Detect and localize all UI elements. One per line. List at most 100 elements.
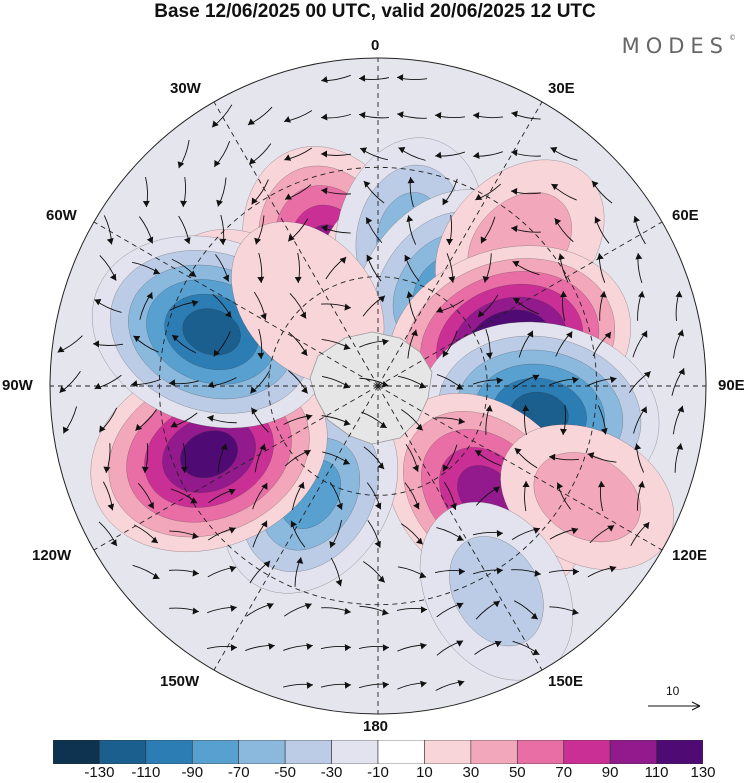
wind-vector xyxy=(92,340,124,348)
wind-vector xyxy=(257,328,265,359)
wind-vector xyxy=(474,450,502,467)
wind-vector xyxy=(291,481,305,511)
wind-vector xyxy=(558,253,569,283)
wind-vector xyxy=(436,374,464,390)
wind-vector xyxy=(599,291,607,321)
wind-vector xyxy=(366,254,382,282)
wind-vector xyxy=(442,330,458,358)
wind-vector xyxy=(170,488,198,504)
wind-vector xyxy=(249,560,271,584)
wind-vector xyxy=(283,413,313,425)
colorbar-swatch xyxy=(331,740,379,764)
wind-vector xyxy=(637,481,645,511)
wind-vector xyxy=(635,253,643,284)
wind-vector xyxy=(362,561,386,583)
wind-vector xyxy=(436,640,464,656)
wind-vector xyxy=(435,417,466,425)
wind-vector xyxy=(510,149,541,157)
wind-vector xyxy=(398,147,426,161)
wind-vector xyxy=(485,329,493,359)
wind-vector xyxy=(587,452,617,463)
wind-vector xyxy=(178,215,191,245)
wind-vector xyxy=(554,218,574,243)
wind-vector xyxy=(512,640,540,656)
wind-vector xyxy=(442,178,458,206)
wind-vector xyxy=(290,520,306,548)
wind-vector xyxy=(406,215,417,245)
wind-vector xyxy=(630,521,650,546)
wind-vector xyxy=(169,569,200,577)
wind-vector xyxy=(475,600,501,620)
wind-vector xyxy=(550,147,578,161)
wind-vector xyxy=(207,414,237,424)
colorbar-swatch xyxy=(470,740,518,764)
colorbar-swatch xyxy=(563,740,611,764)
wind-vector xyxy=(434,112,466,120)
lon-label-30w: 30W xyxy=(170,80,201,97)
wind-vector xyxy=(180,176,188,208)
wind-vector xyxy=(480,216,496,244)
wind-vector xyxy=(170,412,198,428)
map-title: Base 12/06/2025 00 UTC, valid 20/06/2025… xyxy=(154,1,596,22)
wind-vector xyxy=(435,151,466,159)
wind-vector xyxy=(549,376,579,386)
wind-vector xyxy=(321,303,352,311)
wind-vector xyxy=(549,527,579,540)
wind-vector xyxy=(139,216,154,244)
colorbar-tick-label: 50 xyxy=(508,764,526,781)
wind-vector xyxy=(98,521,118,547)
wind-vector xyxy=(359,147,388,161)
wind-vector xyxy=(246,603,274,617)
brand-mark: © xyxy=(729,34,736,42)
colorbar-tick-label: 30 xyxy=(462,764,480,781)
wind-vector xyxy=(587,565,617,578)
colorbar-swatch xyxy=(238,740,286,764)
wind-vector xyxy=(589,524,615,544)
wind-vector xyxy=(396,606,428,614)
wind-vector xyxy=(217,443,228,473)
wind-vector xyxy=(322,451,350,465)
wind-vector xyxy=(137,482,155,509)
wind-vector xyxy=(325,256,347,280)
wind-vector xyxy=(397,642,427,652)
graticule xyxy=(50,58,706,714)
wind-vector xyxy=(397,111,427,119)
wind-vector xyxy=(99,407,118,433)
wind-vector xyxy=(396,74,428,82)
wind-vector xyxy=(320,644,352,652)
wind-vector xyxy=(472,111,504,119)
wind-vector xyxy=(207,565,237,578)
wind-vector xyxy=(362,295,386,317)
wind-vector xyxy=(103,215,114,245)
wind-vector xyxy=(361,411,388,429)
wind-vector xyxy=(632,330,648,358)
wind-vector xyxy=(141,443,149,474)
lon-label-120w: 120W xyxy=(32,547,72,564)
anomaly-center xyxy=(91,235,332,429)
wind-vector xyxy=(329,520,343,549)
lon-label-30e: 30E xyxy=(548,80,575,97)
colorbar-tick-label: -30 xyxy=(320,764,343,781)
wind-vector xyxy=(133,524,159,544)
wind-vector xyxy=(367,520,381,548)
wind-vector xyxy=(169,300,199,311)
lon-label-60w: 60W xyxy=(46,207,77,224)
colorbar-swatch xyxy=(191,740,240,764)
wind-vector xyxy=(637,291,645,321)
wind-vector xyxy=(250,407,269,433)
wind-vector xyxy=(207,604,237,614)
wind-vector xyxy=(245,643,275,651)
wind-vector xyxy=(321,74,351,84)
wind-vector xyxy=(406,291,416,321)
wind-vector xyxy=(142,176,150,208)
wind-vector xyxy=(474,640,502,655)
wind-vector xyxy=(320,681,352,689)
colorbar-swatch xyxy=(377,740,425,764)
colorbar-tick-label: -130 xyxy=(84,764,115,781)
wind-vector xyxy=(512,374,540,390)
lon-label-120e: 120E xyxy=(672,547,708,564)
wind-vector xyxy=(171,258,197,278)
wind-vector xyxy=(633,215,646,245)
wind-vector xyxy=(475,183,502,201)
colorbar-swatch xyxy=(145,740,193,764)
